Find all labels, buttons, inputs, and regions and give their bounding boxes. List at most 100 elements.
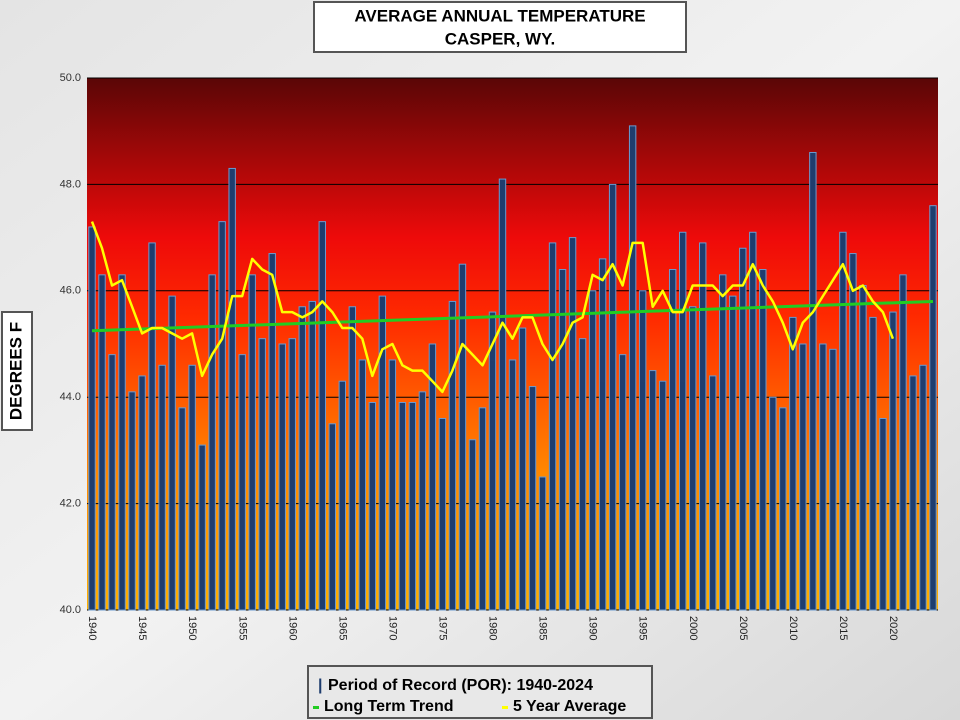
legend-entry: Period of Record (POR): 1940-2024 — [328, 677, 593, 694]
legend-trend-symbol — [313, 706, 319, 709]
bar — [699, 242, 707, 611]
bar — [929, 205, 937, 611]
bar — [518, 327, 527, 611]
bar — [779, 407, 787, 611]
bar — [378, 295, 387, 611]
bar — [118, 274, 126, 611]
bar — [168, 295, 176, 611]
bar — [799, 343, 807, 611]
chart-subtitle: CASPER, WY. — [445, 29, 556, 48]
bar — [458, 263, 467, 611]
x-tick-label: 1980 — [487, 616, 499, 640]
bar — [128, 391, 136, 611]
bar — [308, 300, 316, 611]
x-tick-label: 1995 — [637, 616, 649, 640]
x-tick-label: 2010 — [787, 616, 799, 640]
bar — [869, 316, 877, 611]
trend-line — [91, 299, 934, 333]
x-tick-label: 1960 — [286, 616, 298, 640]
x-tick-label: 2005 — [737, 616, 749, 640]
y-tick-label: 48.0 — [60, 178, 81, 190]
bar — [568, 237, 577, 611]
bar — [148, 242, 156, 611]
bar — [288, 338, 296, 611]
x-tick-label: 1965 — [336, 616, 348, 640]
bar — [468, 439, 477, 611]
bar — [729, 295, 737, 611]
bar — [498, 178, 507, 611]
bar — [358, 359, 367, 611]
x-tick-label: 1970 — [386, 616, 398, 640]
bar — [638, 290, 647, 611]
y-tick-label: 42.0 — [60, 498, 81, 510]
title-box — [313, 1, 687, 53]
bar — [338, 380, 347, 611]
bar — [328, 423, 336, 611]
bar — [719, 274, 727, 611]
x-tick-label: 1940 — [86, 616, 98, 640]
bar — [899, 274, 907, 611]
bar — [849, 253, 857, 611]
bar — [789, 316, 797, 611]
legend-box — [307, 665, 653, 719]
bar — [538, 476, 547, 611]
bar — [488, 311, 497, 611]
bar — [408, 402, 417, 611]
bar — [759, 269, 767, 611]
bar — [658, 380, 667, 611]
x-tick-label: 1985 — [537, 616, 549, 640]
bar — [138, 375, 146, 611]
bar — [548, 242, 557, 611]
bar — [398, 402, 407, 611]
bar — [368, 402, 377, 611]
bar — [739, 247, 747, 611]
bar — [268, 253, 276, 611]
y-label-box — [1, 311, 33, 431]
bar — [859, 284, 867, 611]
bar — [889, 311, 897, 611]
bar — [388, 359, 397, 611]
bar — [278, 343, 286, 611]
bar — [438, 417, 447, 611]
bar — [258, 338, 266, 611]
bar — [428, 343, 437, 611]
bar — [598, 258, 607, 611]
bar — [218, 221, 226, 611]
bar — [188, 364, 196, 611]
legend-bar-symbol: | — [318, 677, 322, 694]
bar — [588, 290, 597, 611]
bar — [909, 375, 917, 611]
bar — [158, 364, 166, 611]
bar — [228, 167, 236, 611]
bar — [769, 396, 777, 611]
bar — [108, 354, 116, 611]
bar — [819, 343, 827, 611]
bar — [628, 125, 637, 611]
bar — [809, 151, 817, 611]
x-tick-label: 1950 — [186, 616, 198, 640]
bar — [668, 269, 677, 611]
legend-entry: Long Term Trend — [324, 698, 453, 715]
bar — [418, 391, 427, 611]
bar — [198, 444, 206, 611]
x-tick-label: 2020 — [887, 616, 899, 640]
bar — [238, 354, 246, 611]
bar — [98, 274, 106, 611]
x-tick-label: 1945 — [136, 616, 148, 640]
chart-title: AVERAGE ANNUAL TEMPERATURE — [354, 6, 645, 25]
bar — [689, 306, 697, 611]
bar — [678, 231, 687, 611]
bar — [528, 386, 537, 611]
bar — [709, 375, 717, 611]
legend-entry: 5 Year Average — [513, 698, 626, 715]
bar — [508, 359, 517, 611]
y-tick-label: 40.0 — [60, 604, 81, 616]
bar — [648, 370, 657, 611]
y-tick-label: 50.0 — [60, 72, 81, 84]
bar — [318, 221, 326, 611]
y-axis-label: DEGREES F — [6, 322, 25, 420]
bar — [248, 274, 256, 611]
bar — [348, 306, 357, 611]
x-tick-label: 2015 — [837, 616, 849, 640]
